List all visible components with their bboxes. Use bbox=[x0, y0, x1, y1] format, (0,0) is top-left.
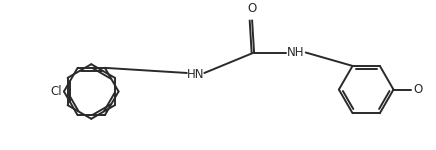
Text: O: O bbox=[413, 83, 422, 96]
Text: HN: HN bbox=[187, 68, 204, 81]
Text: Cl: Cl bbox=[51, 85, 62, 98]
Text: NH: NH bbox=[287, 46, 305, 59]
Text: O: O bbox=[248, 2, 257, 15]
